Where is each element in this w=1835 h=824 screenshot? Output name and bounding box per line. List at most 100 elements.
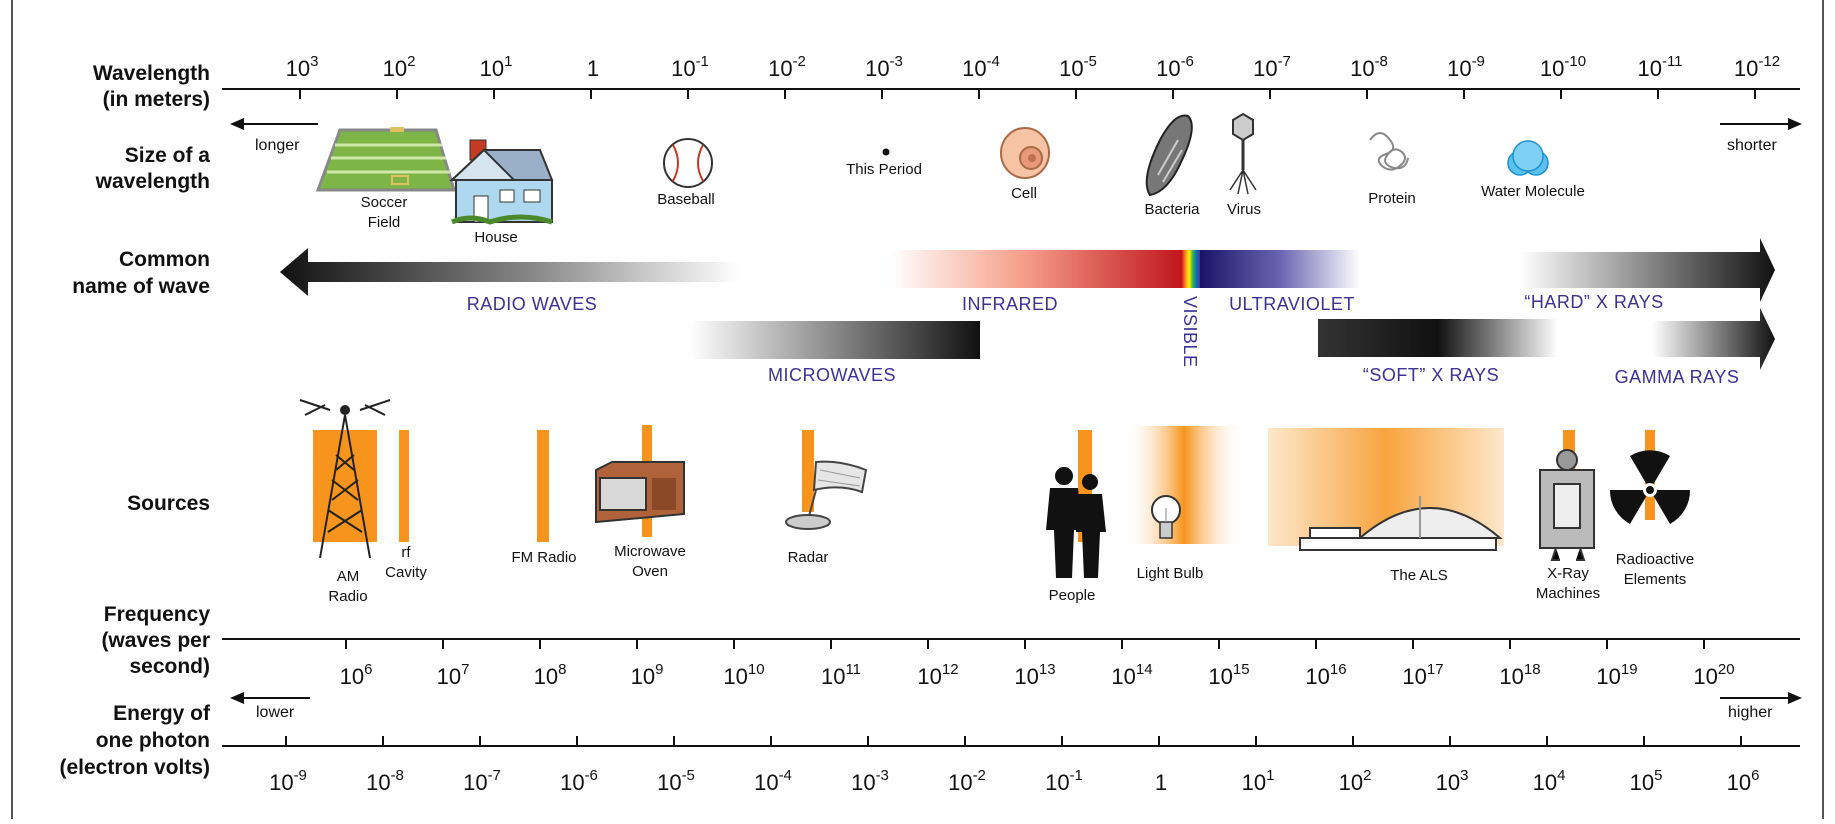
- wavelength-tick-label: 10-11: [1637, 53, 1682, 81]
- radar-label: Radar: [788, 549, 829, 566]
- water-molecule-icon: [1507, 140, 1549, 176]
- bacteria-label: Bacteria: [1144, 201, 1200, 218]
- energy-tick-label: 10-4: [754, 767, 792, 795]
- am-radio-tower-icon: [299, 399, 391, 559]
- frequency-ticks: 106 107 108 109 1010 1011 1012 1013 1014 1015 1016…: [340, 639, 1735, 689]
- radioactive-icon: [1609, 450, 1691, 524]
- wavelength-tick-label: 10-4: [962, 53, 1000, 81]
- energy-tick-label: 10-9: [269, 767, 307, 795]
- light-bulb-glow: [1124, 426, 1244, 544]
- soccer-field-icon: [315, 127, 457, 192]
- radio-waves-band: [280, 248, 740, 296]
- hard-xrays-label: “HARD” X RAYS: [1524, 292, 1663, 312]
- radar-dish-icon: [785, 460, 868, 530]
- baseball-label: Baseball: [657, 191, 715, 208]
- frequency-tick-label: 106: [340, 661, 373, 689]
- lower-arrow: lower: [230, 692, 310, 721]
- frequency-tick-label: 1017: [1402, 661, 1443, 689]
- wavelength-tick-label: 1: [587, 56, 599, 81]
- row-label-frequency-2: (waves per: [101, 629, 210, 652]
- people-icon: [1046, 467, 1106, 578]
- frequency-tick-label: 109: [631, 661, 664, 689]
- fm-radio-bar: [537, 430, 549, 542]
- frequency-tick-label: 1016: [1305, 661, 1346, 689]
- row-label-frequency-3: second): [129, 655, 210, 678]
- frequency-tick-label: 1014: [1111, 661, 1152, 689]
- frequency-tick-label: 1010: [723, 661, 764, 689]
- house-label: House: [474, 229, 517, 246]
- protein-label: Protein: [1368, 190, 1416, 207]
- am-radio-label-2: Radio: [328, 588, 367, 605]
- wavelength-tick-label: 10-2: [768, 53, 806, 81]
- house-icon: [449, 139, 554, 225]
- microwaves-label: MICROWAVES: [768, 365, 896, 385]
- energy-tick-label: 103: [1436, 767, 1469, 795]
- protein-icon: [1369, 132, 1409, 171]
- shorter-arrow: shorter: [1720, 118, 1802, 154]
- period-dot-icon: [882, 148, 890, 156]
- row-label-wavelength-1: Wavelength: [93, 62, 210, 85]
- frequency-tick-label: 1013: [1014, 661, 1055, 689]
- wavelength-tick-label: 10-12: [1734, 53, 1780, 81]
- energy-tick-label: 102: [1339, 767, 1372, 795]
- wavelength-tick-label: 10-9: [1447, 53, 1485, 81]
- energy-tick-label: 10-7: [463, 767, 501, 795]
- wavelength-tick-label: 102: [383, 53, 416, 81]
- ultraviolet-band: [1200, 250, 1360, 288]
- frequency-tick-label: 1011: [821, 661, 861, 689]
- energy-tick-label: 10-3: [851, 767, 889, 795]
- energy-tick-label: 106: [1727, 767, 1760, 795]
- wavelength-tick-label: 10-7: [1253, 53, 1291, 81]
- als-label: The ALS: [1390, 567, 1448, 584]
- ultraviolet-label: ULTRAVIOLET: [1229, 294, 1355, 314]
- frequency-tick-label: 1020: [1693, 661, 1734, 689]
- radar-bar: [802, 430, 814, 512]
- row-labels: Wavelength (in meters) Size of a wavelen…: [59, 62, 211, 779]
- energy-tick-label: 10-5: [657, 767, 695, 795]
- wavelength-tick-label: 10-8: [1350, 53, 1388, 81]
- virus-label: Virus: [1227, 201, 1261, 218]
- wavelength-tick-label: 10-3: [865, 53, 903, 81]
- light-bulb-label: Light Bulb: [1137, 565, 1204, 582]
- people-label: People: [1049, 587, 1096, 604]
- radioactive-label-2: Elements: [1624, 571, 1687, 588]
- rf-cavity-bar: [399, 430, 409, 542]
- infrared-band: [890, 250, 1182, 288]
- visible-band: [1182, 250, 1200, 288]
- wavelength-tick-label: 10-1: [671, 53, 709, 81]
- row-label-energy-2: one photon: [96, 729, 210, 752]
- radioactive-label-1: Radioactive: [1616, 551, 1694, 568]
- wavelength-tick-label: 10-5: [1059, 53, 1097, 81]
- wavelength-tick-label: 101: [480, 53, 513, 81]
- lower-label: lower: [256, 704, 295, 721]
- energy-ticks: 10-9 10-8 10-7 10-6 10-5 10-4 10-3 10-2 10-1 1 101…: [269, 736, 1759, 795]
- energy-tick-label: 10-2: [948, 767, 986, 795]
- hard-xrays-band: [1520, 238, 1775, 302]
- longer-arrow: longer: [230, 118, 318, 154]
- microwave-oven-label-2: Oven: [632, 563, 668, 580]
- bacteria-icon: [1145, 114, 1193, 197]
- wavelength-tick-label: 10-6: [1156, 53, 1194, 81]
- wavelength-tick-label: 103: [286, 53, 319, 81]
- frequency-tick-label: 108: [534, 661, 567, 689]
- visible-label: VISIBLE: [1180, 296, 1200, 368]
- row-label-energy-1: Energy of: [113, 702, 211, 725]
- energy-tick-label: 10-6: [560, 767, 598, 795]
- longer-label: longer: [255, 137, 300, 154]
- microwave-oven-icon: [595, 461, 685, 524]
- soccer-field-label-1: Soccer: [361, 194, 408, 211]
- shorter-label: shorter: [1727, 137, 1777, 154]
- water-molecule-label: Water Molecule: [1481, 183, 1585, 200]
- soccer-field-label-2: Field: [368, 214, 401, 231]
- frequency-tick-label: 1015: [1208, 661, 1249, 689]
- row-label-wavelength-2: (in meters): [103, 88, 210, 111]
- gamma-rays-band: [1652, 308, 1775, 370]
- higher-label: higher: [1728, 704, 1773, 721]
- microwave-oven-label-1: Microwave: [614, 543, 686, 560]
- row-label-sources: Sources: [127, 492, 210, 515]
- rf-cavity-label-1: rf: [401, 544, 411, 561]
- energy-tick-label: 105: [1630, 767, 1663, 795]
- period-label: This Period: [846, 161, 922, 178]
